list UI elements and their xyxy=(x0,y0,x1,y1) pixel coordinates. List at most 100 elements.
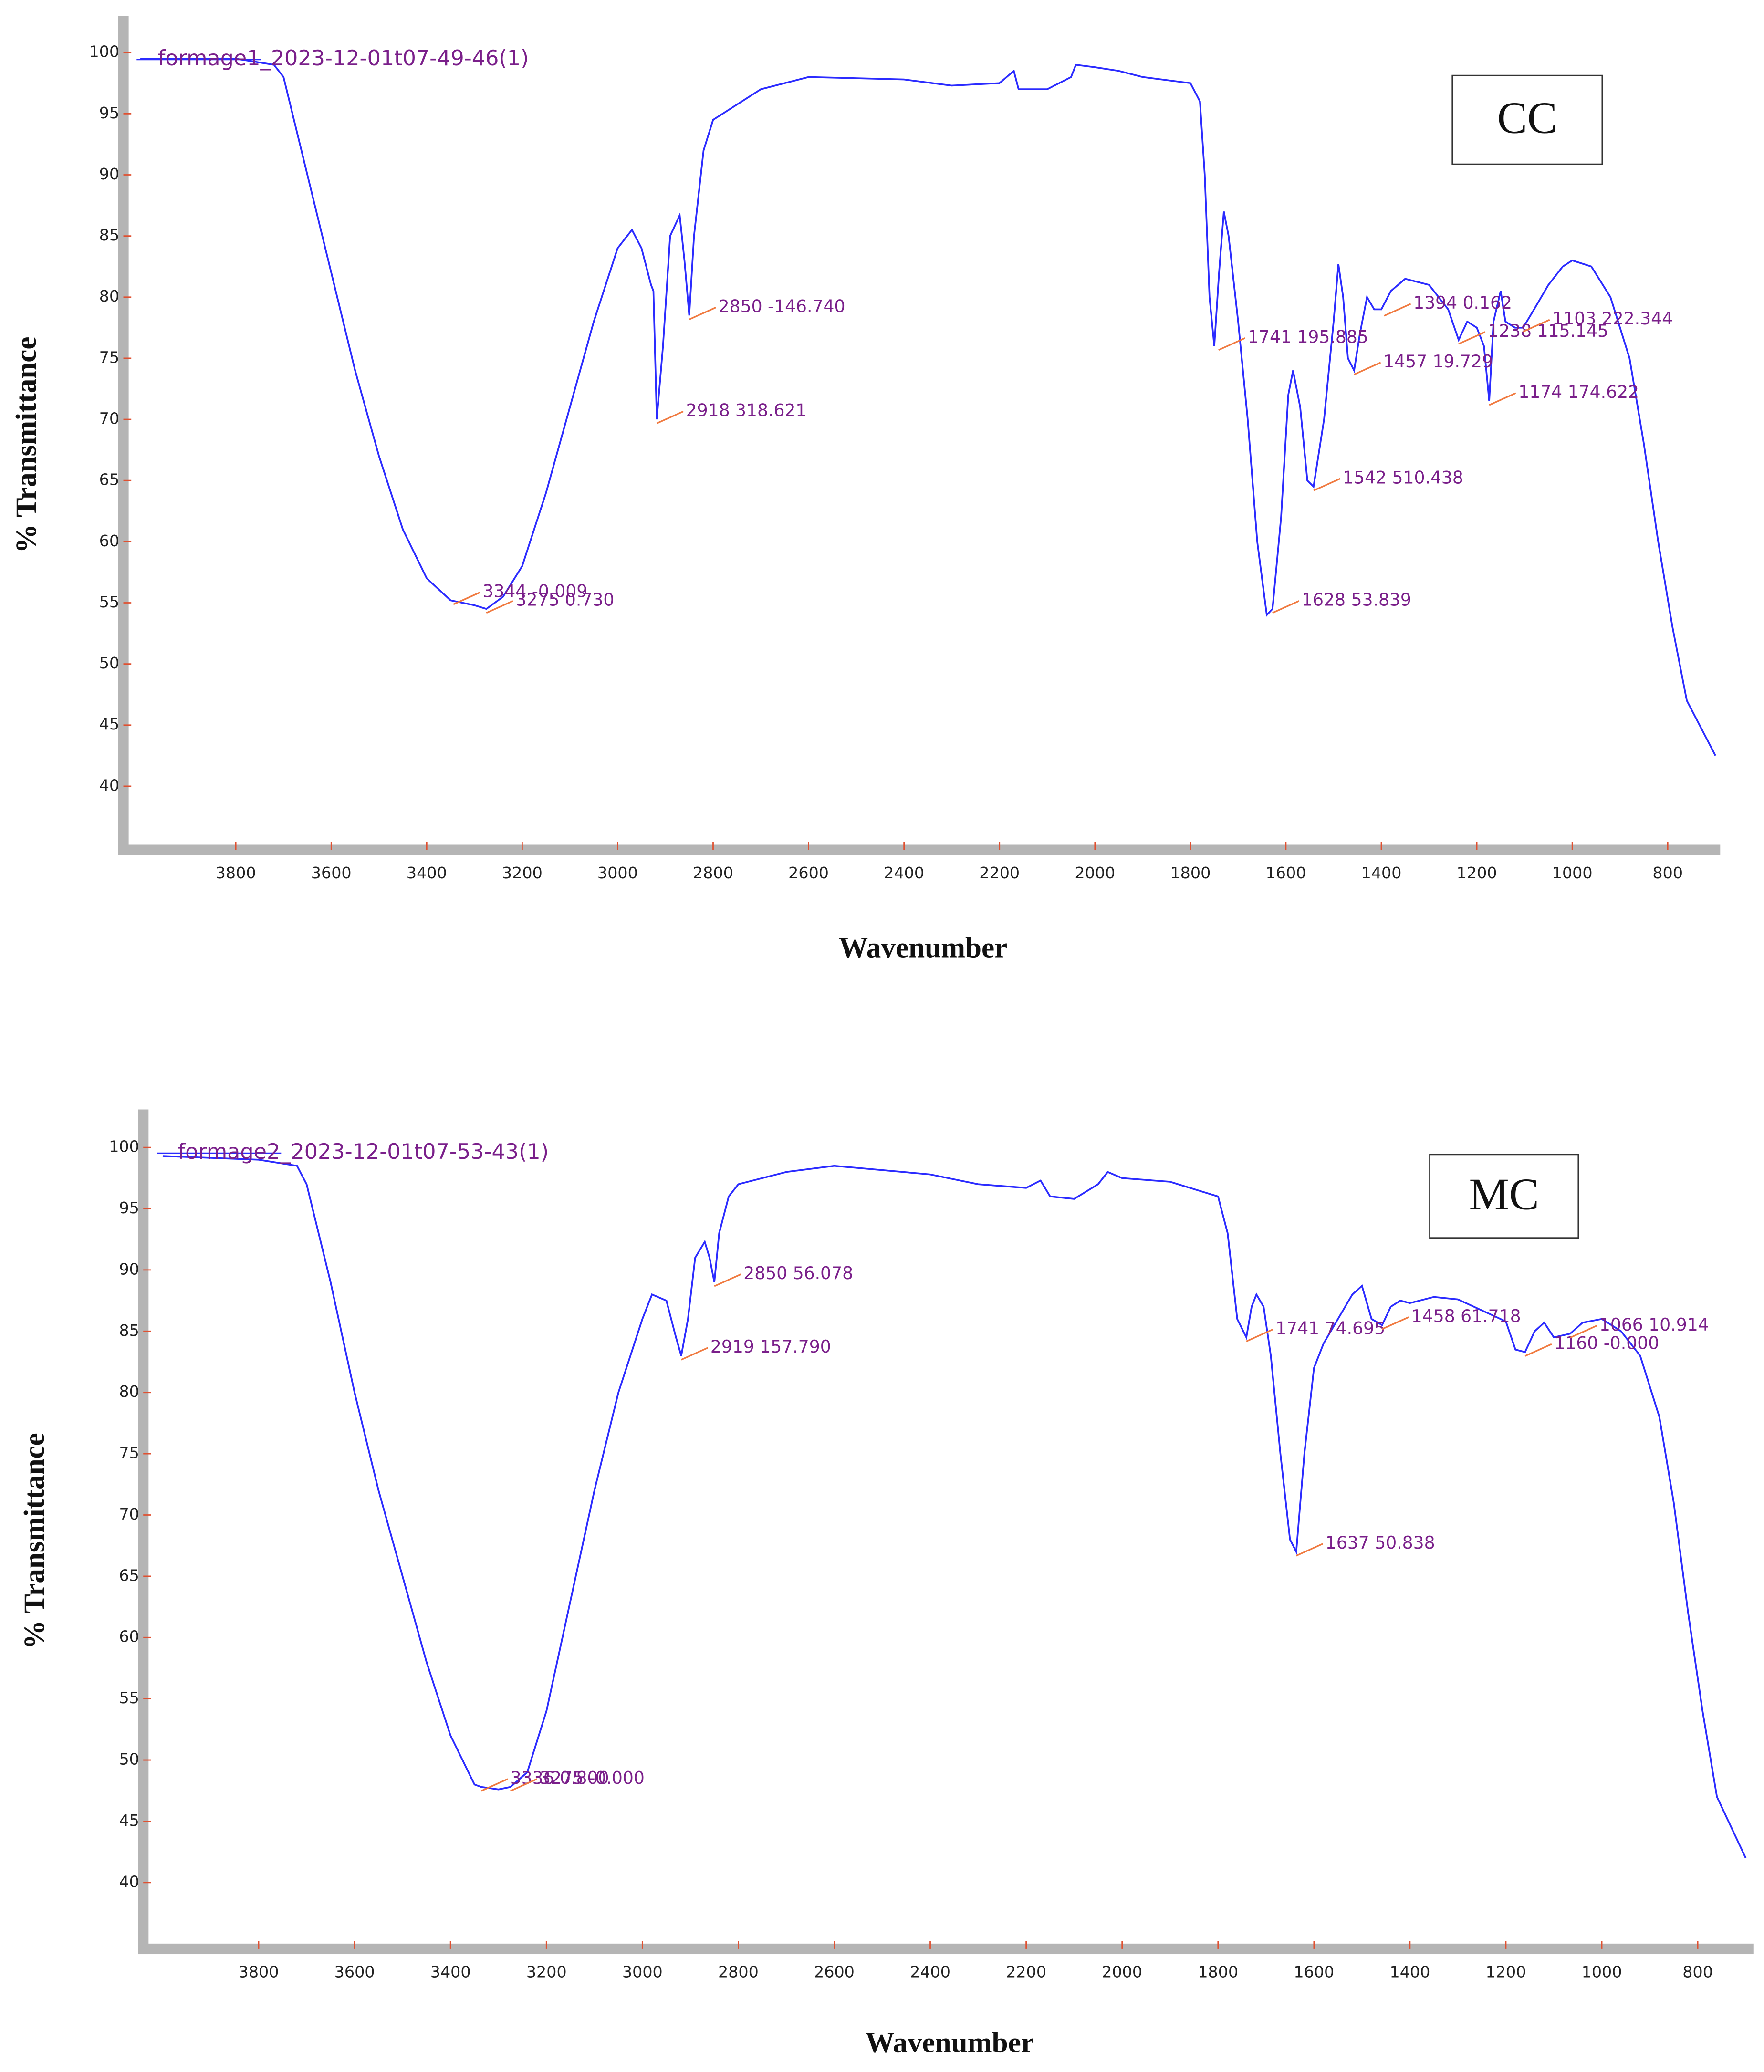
peak-leader xyxy=(453,592,480,605)
peak-leader xyxy=(1295,1543,1323,1557)
spectrum-line xyxy=(162,1155,1747,1859)
y-tick-label: 75 xyxy=(99,348,119,366)
x-tick-label: 1000 xyxy=(1552,864,1593,882)
x-tick-label: 3800 xyxy=(216,864,256,882)
y-tick-label: 40 xyxy=(119,1872,139,1891)
x-tick-label: 2600 xyxy=(788,864,829,882)
x-tick-label: 1200 xyxy=(1457,864,1497,882)
peak-label: 2850 56.078 xyxy=(743,1263,853,1283)
peak-label: 1394 0.162 xyxy=(1413,292,1512,313)
y-tick-label: 100 xyxy=(109,1137,139,1156)
peak-label: 1542 510.438 xyxy=(1343,467,1463,488)
x-tick-label: 1400 xyxy=(1361,864,1402,882)
x-tick-label: 3000 xyxy=(597,864,638,882)
peak-leader xyxy=(1523,319,1550,333)
y-tick-label: 80 xyxy=(99,287,119,305)
peak-label: 3344 -0.009 xyxy=(482,581,587,602)
peak-label: 1160 -0.000 xyxy=(1554,1333,1659,1353)
peak-leader xyxy=(1524,1343,1552,1357)
x-axis-bar xyxy=(138,1943,1754,1955)
peak-leader xyxy=(1272,600,1300,614)
y-axis-title: % Transmittance xyxy=(19,1433,51,1649)
peak-leader xyxy=(1246,1328,1273,1342)
x-tick-label: 2600 xyxy=(814,1962,855,1981)
peak-leader xyxy=(1458,331,1486,345)
peak-leader xyxy=(1218,337,1246,351)
legend-label: formage2_2023-12-01t07-53-43(1) xyxy=(177,1140,549,1164)
x-tick-label: 2000 xyxy=(1075,864,1115,882)
x-axis-title: Wavenumber xyxy=(866,2027,1034,2059)
y-tick-label: 50 xyxy=(119,1750,139,1769)
x-tick-label: 3600 xyxy=(334,1962,375,1981)
y-tick-label: 90 xyxy=(99,165,119,183)
y-tick-label: 70 xyxy=(119,1505,139,1523)
y-tick-label: 50 xyxy=(99,654,119,672)
y-tick-label: 60 xyxy=(99,531,119,550)
x-tick-label: 2800 xyxy=(718,1962,759,1981)
y-tick-label: 45 xyxy=(99,715,119,733)
y-axis-title: % Transmittance xyxy=(10,337,42,553)
y-axis-bar xyxy=(118,16,129,855)
x-tick-label: 2400 xyxy=(910,1962,950,1981)
peak-leader xyxy=(480,1778,508,1792)
y-tick-label: 40 xyxy=(99,776,119,794)
x-tick-label: 2800 xyxy=(693,864,733,882)
peak-label: 1174 174.622 xyxy=(1518,382,1639,402)
panel-box xyxy=(1451,74,1603,165)
x-tick-label: 1000 xyxy=(1582,1962,1622,1981)
x-tick-label: 3800 xyxy=(239,1962,279,1981)
peak-label: 1457 19.729 xyxy=(1383,351,1493,372)
peak-label: 1628 53.839 xyxy=(1302,590,1411,610)
x-tick-label: 800 xyxy=(1652,864,1683,882)
x-tick-label: 3200 xyxy=(502,864,543,882)
y-tick-label: 80 xyxy=(119,1382,139,1401)
x-tick-label: 1600 xyxy=(1266,864,1306,882)
peak-leader xyxy=(681,1347,709,1361)
peak-leader xyxy=(486,600,513,614)
peak-label: 3275 -0.000 xyxy=(540,1768,645,1788)
x-tick-label: 1200 xyxy=(1486,1962,1526,1981)
peak-label: 1066 10.914 xyxy=(1599,1314,1709,1335)
peak-leader xyxy=(689,307,716,321)
peak-label: 2918 318.621 xyxy=(686,400,807,420)
panel-label: MC xyxy=(1469,1170,1539,1219)
x-tick-label: 3600 xyxy=(311,864,352,882)
panel-box xyxy=(1429,1154,1579,1239)
x-axis-title: Wavenumber xyxy=(839,932,1007,964)
y-tick-label: 85 xyxy=(99,226,119,244)
x-tick-label: 800 xyxy=(1682,1962,1713,1981)
peak-label: 3275 0.730 xyxy=(515,590,614,610)
y-tick-label: 55 xyxy=(99,593,119,611)
peak-leader xyxy=(1384,303,1411,317)
y-tick-label: 45 xyxy=(119,1811,139,1830)
y-tick-label: 90 xyxy=(119,1260,139,1278)
y-tick-label: 85 xyxy=(119,1321,139,1340)
peak-label: 1741 195.885 xyxy=(1248,327,1368,347)
peak-label: 1458 61.718 xyxy=(1411,1306,1521,1326)
peak-leader xyxy=(1570,1325,1597,1339)
peak-leader xyxy=(510,1778,538,1792)
y-tick-label: 55 xyxy=(119,1688,139,1707)
x-tick-label: 2400 xyxy=(884,864,924,882)
x-tick-label: 1800 xyxy=(1198,1962,1238,1981)
peak-label: 1637 50.838 xyxy=(1326,1532,1435,1553)
spectrum-line xyxy=(140,58,1716,756)
legend-label: formage1_2023-12-01t07-49-46(1) xyxy=(158,46,529,71)
x-tick-label: 3000 xyxy=(622,1962,663,1981)
x-tick-label: 3200 xyxy=(526,1962,567,1981)
peak-leader xyxy=(1313,478,1341,491)
peak-leader xyxy=(656,410,684,424)
x-axis-bar xyxy=(118,844,1721,855)
peak-leader xyxy=(714,1273,741,1287)
x-tick-label: 2200 xyxy=(979,864,1020,882)
x-tick-label: 3400 xyxy=(407,864,447,882)
y-tick-label: 70 xyxy=(99,409,119,428)
peak-label: 3336 0.800 xyxy=(511,1768,609,1788)
x-tick-label: 1400 xyxy=(1389,1962,1430,1981)
y-tick-label: 65 xyxy=(119,1566,139,1584)
peak-label: 1741 74.695 xyxy=(1275,1318,1385,1339)
x-tick-label: 1800 xyxy=(1170,864,1211,882)
y-tick-label: 100 xyxy=(89,42,120,61)
y-tick-label: 75 xyxy=(119,1444,139,1462)
